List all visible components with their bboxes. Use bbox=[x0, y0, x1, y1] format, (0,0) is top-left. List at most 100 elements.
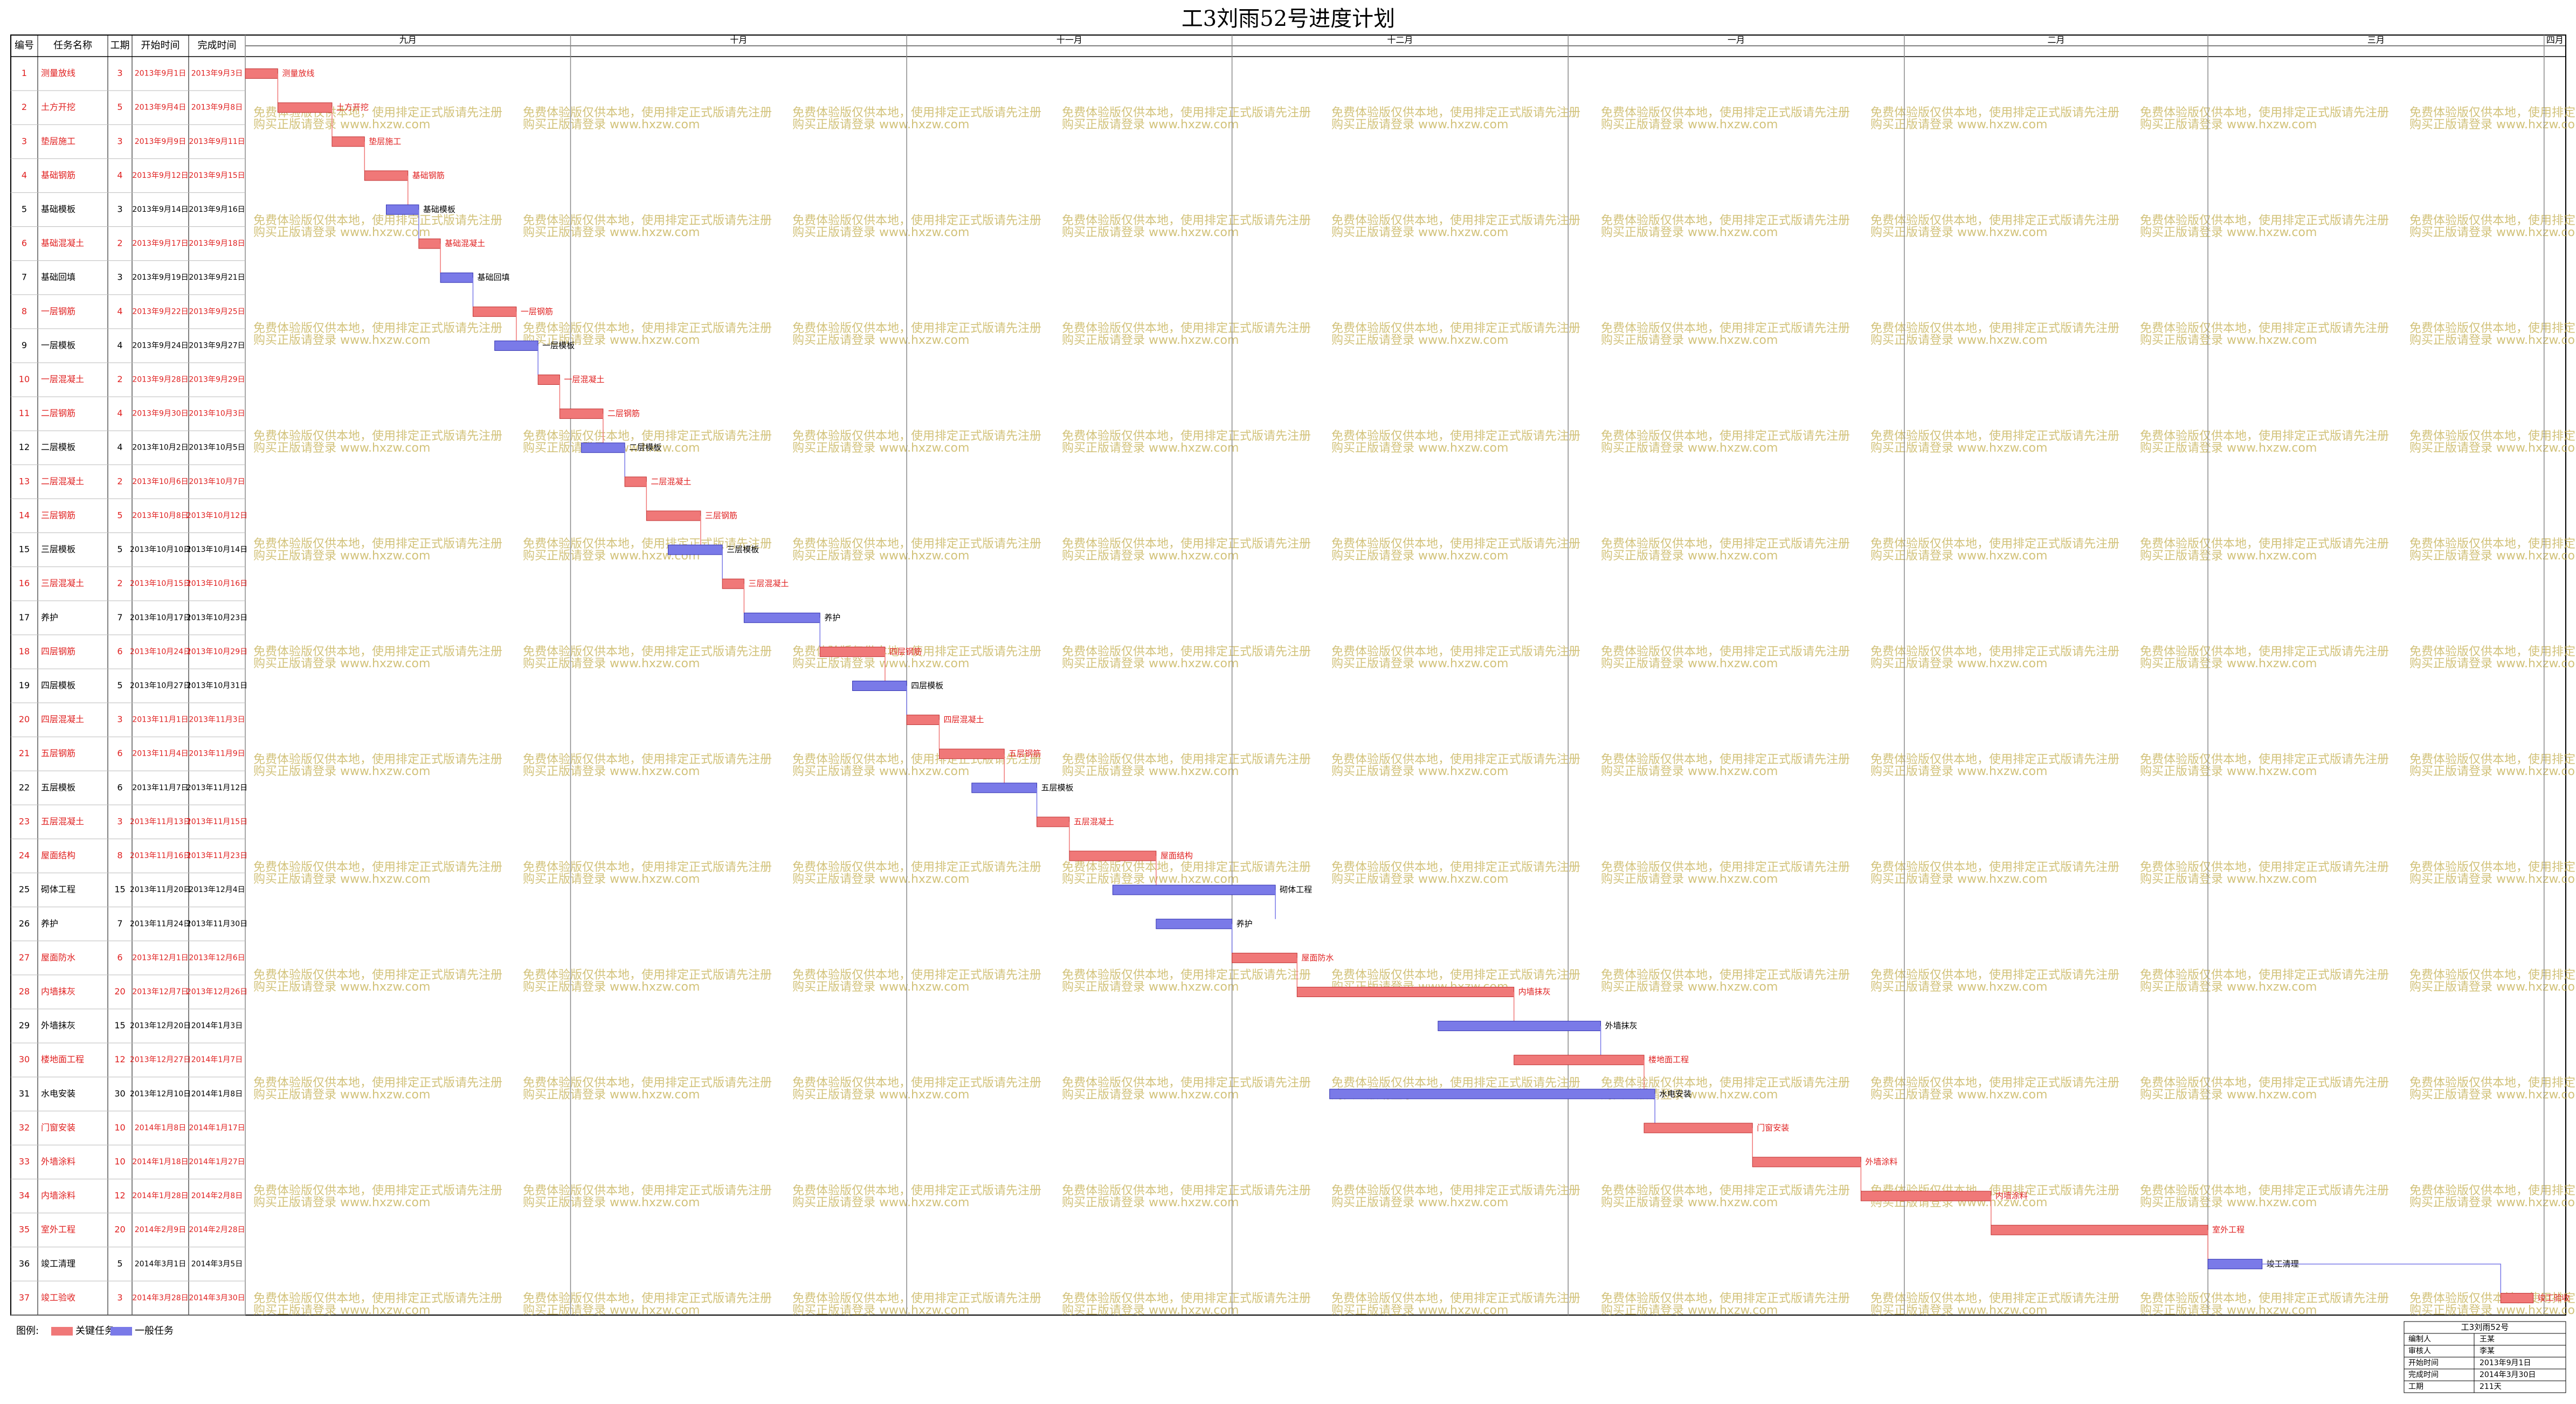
month-label: 二月 bbox=[2048, 35, 2065, 45]
task-bar bbox=[1296, 986, 1515, 997]
cell-duration: 2 bbox=[117, 238, 122, 248]
watermark: 免费体验版仅供本地，使用排定正式版请先注册 bbox=[523, 106, 772, 120]
cell-id: 24 bbox=[19, 850, 30, 861]
cell-finish: 2013年11月9日 bbox=[189, 750, 245, 758]
watermark: 免费体验版仅供本地，使用排定正式版请先注册 bbox=[1331, 1076, 1580, 1090]
watermark: 免费体验版仅供本地，使用排定正式版请先注册 bbox=[253, 1292, 502, 1305]
cell-id: 2 bbox=[22, 102, 27, 112]
watermark: 购买正版请登录 www.hxzw.com bbox=[792, 549, 969, 563]
info-title: 工3刘雨52号 bbox=[2461, 1323, 2509, 1332]
cell-finish: 2013年9月8日 bbox=[191, 103, 243, 112]
bar-label: 室外工程 bbox=[2212, 1225, 2244, 1235]
cell-start: 2014年3月1日 bbox=[135, 1260, 186, 1268]
cell-duration: 2 bbox=[117, 578, 122, 589]
cell-finish: 2013年11月12日 bbox=[187, 784, 247, 792]
cell-name: 内墙涂料 bbox=[41, 1191, 75, 1201]
watermark: 免费体验版仅供本地，使用排定正式版请先注册 bbox=[1062, 322, 1311, 335]
cell-finish: 2013年10月7日 bbox=[189, 478, 245, 486]
watermark: 免费体验版仅供本地，使用排定正式版请先注册 bbox=[1870, 537, 2119, 551]
cell-id: 6 bbox=[22, 238, 27, 248]
cell-start: 2013年12月10日 bbox=[130, 1090, 191, 1098]
watermark: 免费体验版仅供本地，使用排定正式版请先注册 bbox=[1870, 1076, 2119, 1090]
cell-name: 屋面防水 bbox=[41, 952, 75, 963]
task-bar bbox=[624, 476, 647, 487]
watermark: 购买正版请登录 www.hxzw.com bbox=[1601, 549, 1778, 563]
cell-duration: 15 bbox=[114, 884, 125, 895]
watermark: 免费体验版仅供本地，使用排定正式版请先注册 bbox=[2409, 537, 2576, 551]
cell-duration: 12 bbox=[114, 1191, 125, 1201]
column-header: 任务名称 bbox=[53, 40, 92, 51]
cell-start: 2013年10月10日 bbox=[130, 545, 191, 554]
month-label: 四月 bbox=[2546, 35, 2564, 45]
watermark: 购买正版请登录 www.hxzw.com bbox=[1601, 873, 1778, 886]
cell-finish: 2014年1月17日 bbox=[189, 1124, 245, 1132]
cell-start: 2013年10月17日 bbox=[130, 613, 191, 622]
cell-duration: 4 bbox=[117, 306, 122, 316]
watermark: 免费体验版仅供本地，使用排定正式版请先注册 bbox=[2140, 322, 2389, 335]
cell-finish: 2014年3月5日 bbox=[191, 1260, 243, 1268]
bar-label: 一层模板 bbox=[542, 341, 575, 350]
watermark: 购买正版请登录 www.hxzw.com bbox=[792, 1088, 969, 1102]
watermark: 购买正版请登录 www.hxzw.com bbox=[1601, 118, 1778, 132]
watermark: 免费体验版仅供本地，使用排定正式版请先注册 bbox=[2140, 537, 2389, 551]
task-bar bbox=[819, 646, 886, 657]
cell-start: 2013年9月4日 bbox=[135, 103, 186, 112]
watermark: 免费体验版仅供本地，使用排定正式版请先注册 bbox=[253, 1076, 502, 1090]
watermark: 免费体验版仅供本地，使用排定正式版请先注册 bbox=[792, 214, 1041, 227]
cell-start: 2013年11月4日 bbox=[132, 750, 188, 758]
cell-name: 二层钢筋 bbox=[41, 408, 75, 418]
watermark: 免费体验版仅供本地，使用排定正式版请先注册 bbox=[1331, 1292, 1580, 1305]
task-bar bbox=[418, 238, 441, 249]
watermark: 购买正版请登录 www.hxzw.com bbox=[1870, 1304, 2047, 1317]
cell-duration: 10 bbox=[114, 1157, 125, 1167]
cell-name: 水电安装 bbox=[41, 1088, 75, 1098]
watermark: 免费体验版仅供本地，使用排定正式版请先注册 bbox=[253, 537, 502, 551]
column-header: 完成时间 bbox=[198, 40, 237, 51]
cell-name: 内墙抹灰 bbox=[41, 986, 75, 997]
bar-label: 四层模板 bbox=[911, 681, 943, 690]
cell-duration: 5 bbox=[117, 1258, 122, 1269]
cell-id: 29 bbox=[19, 1020, 30, 1030]
cell-name: 五层模板 bbox=[41, 782, 75, 792]
watermark: 免费体验版仅供本地，使用排定正式版请先注册 bbox=[1601, 645, 1850, 659]
cell-id: 13 bbox=[19, 476, 30, 486]
cell-start: 2013年9月14日 bbox=[132, 205, 188, 214]
watermark: 购买正版请登录 www.hxzw.com bbox=[523, 334, 700, 347]
watermark: 购买正版请登录 www.hxzw.com bbox=[1062, 1196, 1239, 1209]
cell-duration: 4 bbox=[117, 170, 122, 180]
cell-finish: 2013年9月18日 bbox=[189, 239, 245, 248]
cell-duration: 4 bbox=[117, 442, 122, 452]
cell-name: 屋面结构 bbox=[41, 850, 75, 861]
watermark: 购买正版请登录 www.hxzw.com bbox=[523, 1088, 700, 1102]
watermark: 免费体验版仅供本地，使用排定正式版请先注册 bbox=[1601, 753, 1850, 766]
cell-duration: 20 bbox=[114, 986, 125, 997]
watermark: 购买正版请登录 www.hxzw.com bbox=[253, 334, 430, 347]
task-bar bbox=[440, 272, 473, 283]
watermark: 购买正版请登录 www.hxzw.com bbox=[2409, 765, 2576, 778]
watermark: 购买正版请登录 www.hxzw.com bbox=[1601, 765, 1778, 778]
watermark: 购买正版请登录 www.hxzw.com bbox=[2409, 1088, 2576, 1102]
info-value: 2013年9月1日 bbox=[2480, 1359, 2531, 1367]
watermark: 免费体验版仅供本地，使用排定正式版请先注册 bbox=[2140, 969, 2389, 982]
cell-finish: 2013年12月6日 bbox=[189, 953, 245, 962]
cell-start: 2013年11月1日 bbox=[132, 716, 188, 724]
watermark: 购买正版请登录 www.hxzw.com bbox=[523, 1304, 700, 1317]
watermark: 购买正版请登录 www.hxzw.com bbox=[2140, 1304, 2317, 1317]
cell-id: 27 bbox=[19, 952, 30, 963]
watermark: 免费体验版仅供本地，使用排定正式版请先注册 bbox=[1870, 861, 2119, 874]
task-bar bbox=[1643, 1123, 1753, 1133]
task-bar bbox=[332, 136, 365, 147]
watermark: 免费体验版仅供本地，使用排定正式版请先注册 bbox=[2140, 214, 2389, 227]
watermark: 购买正版请登录 www.hxzw.com bbox=[1062, 549, 1239, 563]
cell-finish: 2013年10月23日 bbox=[187, 613, 247, 622]
info-value: 王某 bbox=[2480, 1335, 2495, 1344]
cell-start: 2014年1月28日 bbox=[132, 1192, 188, 1200]
bar-label: 内墙抹灰 bbox=[1518, 987, 1551, 997]
watermark: 免费体验版仅供本地，使用排定正式版请先注册 bbox=[1062, 1184, 1311, 1198]
task-bar bbox=[2500, 1292, 2534, 1303]
watermark: 免费体验版仅供本地，使用排定正式版请先注册 bbox=[2409, 430, 2576, 443]
watermark: 购买正版请登录 www.hxzw.com bbox=[792, 441, 969, 455]
cell-finish: 2014年2月8日 bbox=[191, 1192, 243, 1200]
watermark: 免费体验版仅供本地，使用排定正式版请先注册 bbox=[2409, 322, 2576, 335]
watermark: 购买正版请登录 www.hxzw.com bbox=[523, 873, 700, 886]
